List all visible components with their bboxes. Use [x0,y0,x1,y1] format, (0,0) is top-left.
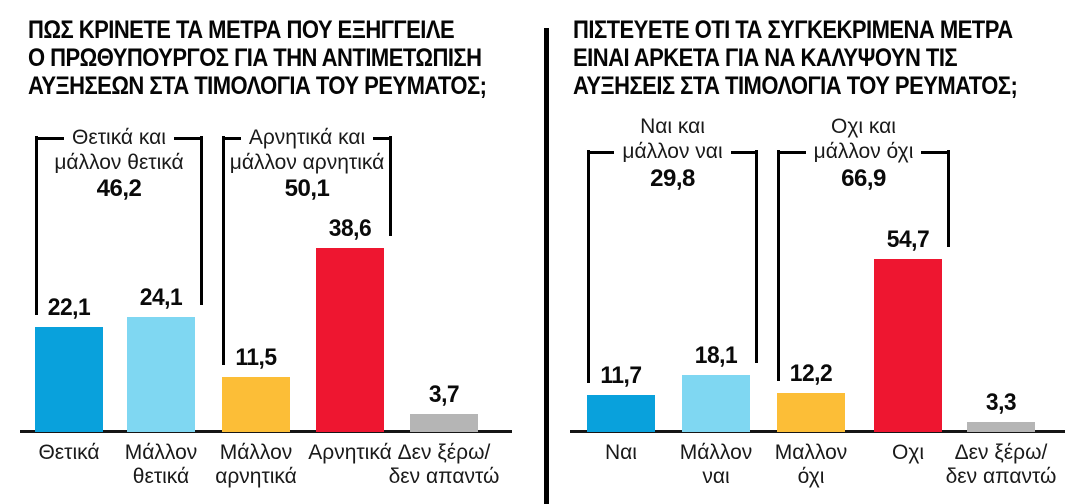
bracket-value: 46,2 [96,175,142,202]
bar [682,375,750,432]
chart-title-line: ΑΥΞΗΣΕΩΝ ΣΤΑ ΤΙΜΟΛΟΓΙΑ ΤΟΥ ΡΕΥΜΑΤΟΣ; [28,72,487,100]
bracket-label-line: Θετικά και [72,126,166,149]
bracket-vertical-line [35,136,38,315]
bar-value-label: 22,1 [47,294,91,321]
bracket-line-segment [173,136,203,140]
chart-title-line: ΕΙΝΑΙ ΑΡΚΕΤΑ ΓΙΑ ΝΑ ΚΑΛΥΨΟΥΝ ΤΙΣ [573,44,958,72]
bracket-label-line: Αρνητικά και [248,126,366,149]
bracket-vertical-line [777,150,780,382]
bracket-label-line: μάλλον θετικά [54,151,184,174]
category-label: Μάλλον ναι [679,441,753,488]
group-bracket: Ναι και μάλλον ναι 29,8 [587,115,758,383]
bracket-below: 66,9 [777,167,950,191]
bar-value-label: 11,7 [600,362,642,389]
bracket-line-segment [587,150,615,154]
bracket-value: 50,1 [284,175,330,202]
bracket-vertical-line [200,136,203,306]
chart-title-line: ΠΩΣ ΚΡΙΝΕΤΕ ΤΑ ΜΕΤΡΑ ΠΟΥ ΕΞΗΓΓΕΙΛΕ [28,16,455,44]
bracket-vertical-line [947,150,950,247]
bracket-label-line: μάλλον ναι [622,140,723,163]
category-label: Ναι [605,441,637,464]
bracket-vertical-line [222,136,225,366]
bracket-vertical-line [755,150,758,363]
bar-value-label: 3,7 [428,381,460,408]
bracket-line-segment [777,150,806,154]
bracket-line-segment [921,150,950,154]
chart-title-line: ΑΥΞΗΣΕΙΣ ΣΤΑ ΤΙΜΟΛΟΓΙΑ ΤΟΥ ΡΕΥΜΑΤΟΣ; [573,72,1018,100]
group-bracket: Θετικά και μάλλον θετικά 46,2 [35,125,203,315]
bar-value-label: 38,6 [328,215,372,242]
chart-title: ΠΙΣΤΕΥΕΤΕ ΟΤΙ ΤΑ ΣΥΓΚΕΚΡΙΜΕΝΑ ΜΕΤΡΑ ΕΙΝΑΙ… [573,16,1018,100]
category-label: Θετικά [38,441,100,464]
category-label: Δεν ξέρω/ δεν απαντώ [945,441,1057,488]
bar [222,377,290,432]
bracket-below: μάλλον αρνητικά 50,1 [222,151,392,201]
bracket-label-line: Ναι και [640,115,705,138]
chart-title-line: Ο ΠΡΩΘΥΠΟΥΡΓΟΣ ΓΙΑ ΤΗΝ ΑΝΤΙΜΕΤΩΠΙΣΗ [28,44,482,72]
bar [874,259,942,432]
bar-value-label: 18,1 [694,342,738,369]
category-label: Μάλλον αρνητικά [215,441,297,488]
bracket-vertical-line [587,150,590,383]
category-label: Μαλλον όχι [774,441,848,488]
bar [410,414,478,432]
bar-value-label: 3,3 [985,389,1017,416]
bracket-top-line: μάλλον ναι [587,139,758,165]
bracket-line-segment [35,136,65,140]
bracket-line-segment [730,150,758,154]
bracket-label-line: μάλλον αρνητικά [229,151,385,174]
bracket-value: 66,9 [841,165,886,192]
chart-title-line: ΠΙΣΤΕΥΕΤΕ ΟΤΙ ΤΑ ΣΥΓΚΕΚΡΙΜΕΝΑ ΜΕΤΡΑ [573,16,1013,44]
group-bracket: Οχι και μάλλον όχι 66,9 [777,115,950,382]
bracket-below: μάλλον θετικά 46,2 [35,151,203,201]
bracket-label-line: μάλλον όχι [813,140,914,163]
bar [967,422,1035,432]
bar-value-label: 11,5 [235,344,277,371]
bracket-top-line: μάλλον όχι [777,139,950,165]
category-label: Οχι [891,441,925,464]
chart-title: ΠΩΣ ΚΡΙΝΕΤΕ ΤΑ ΜΕΤΡΑ ΠΟΥ ΕΞΗΓΓΕΙΛΕ Ο ΠΡΩΘ… [28,16,487,100]
bracket-line-segment [373,136,392,140]
bracket-below: 29,8 [587,167,758,191]
bracket-top-line: Θετικά και [35,125,203,151]
category-label: Αρνητικά [308,441,392,464]
bar-value-label: 12,2 [789,360,833,387]
bracket-label-line: Οχι και [831,115,896,138]
bracket-vertical-line [389,136,392,237]
chart-panel-right: ΠΙΣΤΕΥΕΤΕ ΟΤΙ ΤΑ ΣΥΓΚΕΚΡΙΜΕΝΑ ΜΕΤΡΑ ΕΙΝΑΙ… [545,0,1085,504]
group-bracket: Αρνητικά και μάλλον αρνητικά 50,1 [222,125,392,366]
category-label: Δεν ξέρω/ δεν απαντώ [388,441,500,488]
bracket-top-line: Αρνητικά και [222,125,392,151]
bar [777,393,845,432]
bar [35,327,103,432]
bar-value-label: 24,1 [139,284,183,311]
bar [127,317,195,432]
bar-value-label: 54,7 [886,226,930,253]
bracket-value: 29,8 [650,165,695,192]
bracket-line-segment [222,136,241,140]
category-label: Μάλλον θετικά [124,441,198,488]
bar [316,248,384,432]
chart-panel-left: ΠΩΣ ΚΡΙΝΕΤΕ ΤΑ ΜΕΤΡΑ ΠΟΥ ΕΞΗΓΓΕΙΛΕ Ο ΠΡΩΘ… [0,0,540,504]
bar [587,395,655,432]
panel-divider [544,28,549,504]
